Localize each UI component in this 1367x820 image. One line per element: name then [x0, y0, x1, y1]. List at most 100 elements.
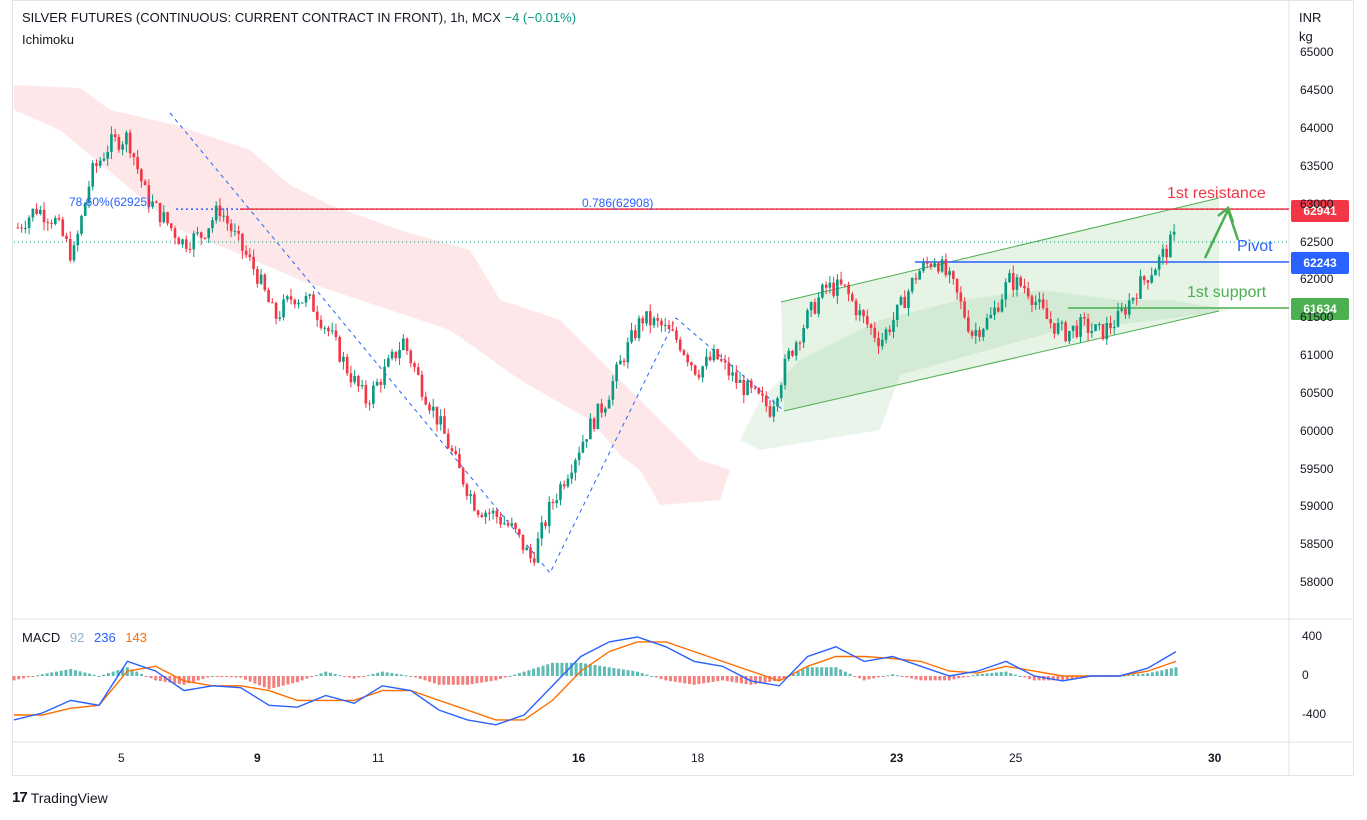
macd-histogram-bar [1028, 676, 1032, 679]
macd-histogram-bar [26, 676, 30, 678]
candle-body [1090, 331, 1094, 333]
macd-histogram-bar [909, 676, 913, 679]
candle-body [1023, 285, 1026, 289]
candle-body [877, 337, 880, 347]
candle-body [566, 478, 570, 487]
macd-histogram-bar [201, 676, 205, 679]
macd-histogram-bar [64, 669, 68, 676]
candle-body [147, 185, 151, 207]
macd-histogram-bar [536, 667, 540, 676]
candle-body [76, 233, 80, 246]
macd-histogram-bar [862, 676, 866, 681]
macd-histogram-bar [220, 676, 224, 677]
candle-body [776, 398, 779, 407]
candle-body [510, 523, 514, 526]
candle-body [1127, 300, 1131, 315]
candle-body [1008, 273, 1011, 283]
candle-body [663, 324, 667, 326]
candle-body [735, 372, 738, 383]
candle-body [854, 300, 858, 316]
candle-body [222, 215, 225, 217]
candle-body [862, 310, 865, 317]
macd-histogram-bar [404, 675, 408, 677]
candle-body [256, 269, 259, 284]
candle-body [1053, 323, 1056, 334]
candle-body [641, 318, 645, 324]
candle-body [420, 374, 424, 397]
candle-body [892, 320, 895, 333]
candle-body [338, 337, 341, 362]
candle-body [577, 452, 581, 461]
candle-body [188, 248, 192, 250]
candle-body [278, 317, 282, 319]
candle-body [544, 522, 547, 527]
candle-body [267, 290, 270, 303]
indicator-name[interactable]: Ichimoku [22, 32, 75, 47]
candle-body [409, 350, 413, 364]
candle-body [742, 379, 746, 396]
candle-body [888, 329, 892, 333]
price-tick-label: 65000 [1300, 45, 1334, 60]
candle-body [1109, 322, 1112, 329]
macd-histogram-bar [588, 664, 592, 676]
candle-body [330, 330, 334, 332]
candle-body [327, 327, 330, 332]
candle-body [140, 169, 143, 182]
candle-body [1075, 325, 1079, 337]
macd-histogram-bar [645, 674, 649, 676]
macd-histogram-bar [976, 674, 980, 676]
candle-body [401, 338, 405, 351]
candle-body [1015, 277, 1019, 290]
candle-body [207, 228, 211, 238]
macd-histogram-bar [149, 676, 153, 679]
candle-body [80, 215, 83, 234]
candle-body [285, 296, 289, 300]
candle-body [697, 374, 701, 378]
candle-body [300, 302, 304, 304]
time-tick-label: 30 [1208, 751, 1222, 765]
candle-body [203, 237, 207, 239]
macd-histogram-bar [640, 673, 644, 676]
macd-legend[interactable]: MACD 92 236 143 [22, 630, 147, 645]
macd-histogram-bar [395, 673, 399, 676]
tradingview-logo[interactable]: 17 TradingView [12, 789, 108, 806]
macd-histogram-bar [106, 673, 110, 676]
candle-body [398, 350, 401, 359]
macd-histogram-bar [314, 675, 318, 677]
macd-histogram-bar [796, 671, 800, 676]
macd-histogram-bar [853, 676, 857, 677]
candle-body [940, 259, 944, 272]
macd-histogram-bar [50, 672, 54, 676]
candle-body [39, 209, 42, 214]
candle-body [364, 384, 368, 404]
macd-histogram-bar [243, 676, 247, 680]
candle-body [967, 317, 970, 332]
candle-body [985, 318, 989, 330]
candle-body [443, 416, 446, 434]
candle-body [424, 396, 428, 405]
candle-body [521, 534, 525, 551]
candle-body [24, 227, 27, 229]
price-tick-label: 59500 [1300, 461, 1334, 476]
candle-body [1131, 297, 1135, 301]
candle-body [439, 416, 443, 425]
macd-histogram-bar [565, 662, 569, 676]
macd-histogram-bar [158, 676, 162, 682]
macd-histogram-bar [248, 676, 252, 682]
resistance-price-tag: 62941 [1291, 200, 1349, 222]
macd-histogram-bar [947, 676, 951, 681]
candle-body [143, 181, 147, 186]
macd-histogram-bar [782, 676, 786, 679]
macd-histogram-bar [990, 672, 994, 676]
candle-body [1139, 276, 1142, 299]
macd-histogram-bar [1080, 676, 1084, 678]
macd-histogram-bar [286, 676, 290, 685]
macd-histogram-bar [744, 676, 748, 685]
macd-histogram-bar [111, 671, 115, 676]
price-tick-label: 58000 [1300, 575, 1334, 589]
time-tick-label: 25 [1009, 751, 1023, 765]
macd-histogram-bar [522, 671, 526, 676]
macd-histogram-bar [1037, 676, 1041, 681]
candle-body [1056, 323, 1060, 334]
